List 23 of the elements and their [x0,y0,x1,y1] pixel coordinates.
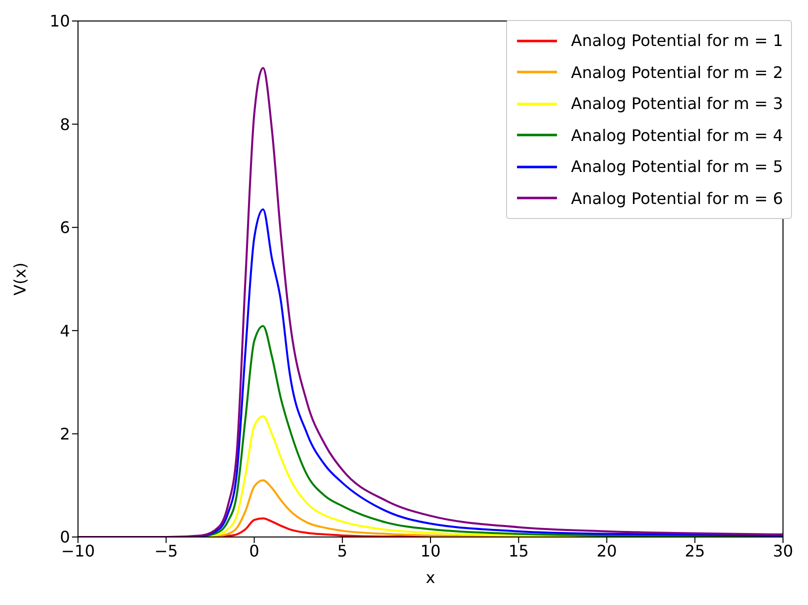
x-tick-label: 25 [684,541,706,560]
legend-label: Analog Potential for m = 6 [571,188,783,208]
y-tick-label: 10 [50,12,70,31]
legend-label: Analog Potential for m = 4 [571,126,783,145]
legend-label: Analog Potential for m = 1 [571,31,783,50]
x-tick-label: 20 [596,541,617,560]
x-tick-label: 30 [772,541,794,560]
y-tick-label: 4 [60,321,70,340]
legend-label: Analog Potential for m = 2 [571,62,783,82]
y-tick-label: 8 [60,114,70,134]
x-tick-label: 10 [420,541,441,560]
y-axis-title: V(x) [10,262,30,296]
line-series [200,208,783,537]
y-tick-label: 2 [60,424,70,444]
x-tick-label: 5 [337,541,348,560]
y-tick-label: 6 [60,218,70,238]
legend-label: Analog Potential for m = 3 [571,94,783,114]
x-tick-label: 0 [249,541,260,560]
x-tick-label: 15 [508,541,529,560]
x-axis-title: x [426,568,436,587]
y-tick-label: 0 [60,528,70,547]
x-tick-label: −5 [154,541,178,560]
legend-label: Analog Potential for m = 5 [571,157,783,176]
